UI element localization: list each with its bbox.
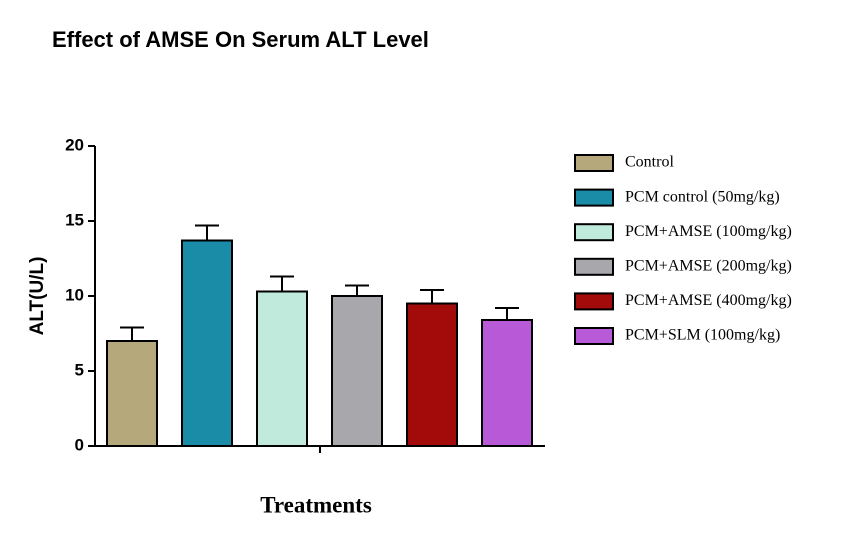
x-axis-label: Treatments [260, 492, 372, 517]
legend-label: PCM+AMSE (200mg/kg) [625, 257, 792, 274]
bar [256, 290, 308, 447]
legend-swatch [574, 292, 614, 311]
legend-label: PCM+AMSE (100mg/kg) [625, 223, 792, 240]
legend-swatch [574, 154, 614, 172]
bar [181, 239, 233, 447]
legend-label: PCM+AMSE (400mg/kg) [625, 292, 792, 309]
legend-swatch [574, 257, 614, 276]
bar [481, 319, 533, 447]
chart-title: Effect of AMSE On Serum ALT Level [52, 27, 429, 52]
bar [331, 295, 383, 447]
y-axis-label: ALT(U/L) [27, 257, 48, 336]
bar [106, 340, 158, 447]
legend-label: PCM control (50mg/kg) [625, 188, 780, 205]
bar [406, 302, 458, 447]
y-tick-label: 15 [65, 210, 84, 229]
legend-label: PCM+SLM (100mg/kg) [625, 327, 780, 344]
legend-swatch [574, 327, 614, 345]
legend-label: Control [625, 154, 674, 171]
y-tick-label: 20 [65, 135, 84, 154]
y-tick-label: 5 [75, 360, 84, 379]
legend-swatch [574, 188, 614, 207]
y-tick-label: 10 [65, 285, 84, 304]
legend-swatch [574, 223, 614, 242]
y-tick-label: 0 [75, 435, 84, 454]
